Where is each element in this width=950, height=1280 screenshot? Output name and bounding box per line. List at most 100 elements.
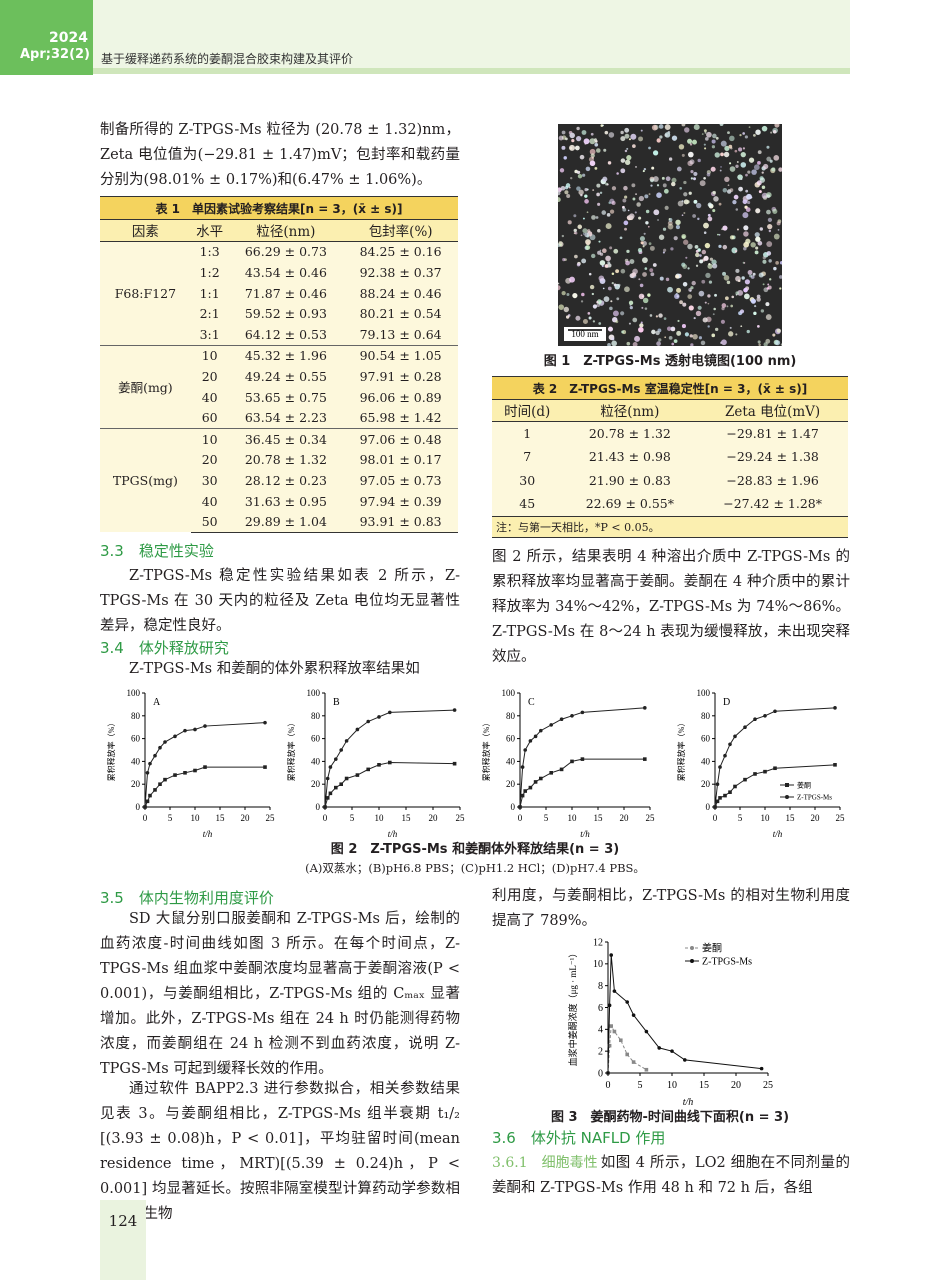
data-point — [733, 734, 737, 739]
table-cell: 1:3 — [190, 241, 229, 263]
particle — [776, 221, 781, 226]
table-cell: 97.91 ± 0.28 — [343, 366, 458, 387]
particle — [766, 241, 773, 247]
particle — [691, 139, 697, 145]
particle — [602, 176, 608, 182]
data-point — [203, 765, 207, 769]
particle — [718, 233, 721, 236]
data-point — [625, 1052, 629, 1057]
particle — [648, 193, 651, 196]
particle — [745, 238, 751, 244]
particle — [727, 131, 730, 135]
particle — [722, 187, 728, 193]
particle — [624, 127, 630, 133]
particle — [642, 272, 647, 277]
particle — [580, 234, 583, 237]
data-point — [606, 1071, 610, 1075]
table-cell: 50 — [190, 511, 229, 533]
x-tick-label: 15 — [699, 1080, 709, 1091]
tem-image: 100 nm — [558, 124, 782, 346]
particle — [605, 223, 612, 230]
legend-label: 姜酮 — [702, 942, 722, 955]
table-title: 表 1 单因素试验考察结果[n = 3，(x̄ ± s)] — [100, 196, 458, 220]
y-tick-label: 20 — [506, 779, 516, 789]
particle — [729, 326, 732, 329]
particle — [753, 311, 757, 316]
data-point — [733, 784, 737, 789]
y-tick-label: 100 — [502, 688, 516, 698]
particle — [756, 297, 761, 302]
data-point — [518, 805, 522, 809]
particle — [703, 255, 709, 261]
series-line — [324, 709, 455, 808]
particle — [729, 162, 732, 165]
particle — [678, 144, 685, 150]
particle — [677, 200, 684, 207]
heading: 3.3 稳定性实验 — [100, 542, 214, 560]
particle — [599, 249, 602, 252]
particle — [573, 228, 577, 233]
table-row: 1 20.78 ± 1.32 −29.81 ± 1.47 — [492, 421, 848, 446]
data-point — [203, 724, 207, 728]
particle — [753, 164, 760, 171]
particle — [683, 212, 686, 214]
particle — [675, 225, 680, 230]
y-tick-label: 4 — [598, 1025, 603, 1036]
particle — [624, 227, 627, 231]
particle — [755, 246, 759, 250]
particle — [653, 176, 659, 182]
particle — [705, 272, 711, 279]
particle — [771, 167, 776, 172]
legend-marker — [690, 959, 694, 963]
particle — [586, 211, 589, 214]
figure-caption: 图 1 Z-TPGS-Ms 透射电镜图(100 nm) — [543, 354, 797, 369]
particle — [632, 197, 636, 201]
particle — [731, 295, 735, 299]
particle — [713, 307, 716, 311]
particle — [611, 272, 615, 276]
table-1: 表 1 单因素试验考察结果[n = 3，(x̄ ± s)] 因素 水平 粒径(nm) 包… — [100, 196, 458, 533]
particle — [773, 266, 777, 271]
particle — [712, 263, 718, 269]
particle — [642, 297, 649, 304]
data-point — [612, 989, 617, 993]
particle — [629, 306, 633, 310]
particle — [746, 193, 752, 200]
figure-subcaption: (A)双蒸水；(B)pH6.8 PBS；(C)pH1.2 HCl；(D)pH7.… — [305, 861, 645, 875]
particle — [761, 125, 768, 132]
particle — [752, 272, 756, 276]
table-cell: −29.81 ± 1.47 — [697, 421, 848, 446]
particle — [663, 188, 669, 194]
particle — [745, 207, 751, 212]
particle — [710, 166, 716, 172]
particle — [662, 183, 667, 188]
particle — [738, 147, 743, 152]
particle — [759, 227, 764, 231]
particle — [715, 136, 719, 140]
particle — [728, 331, 734, 337]
particle — [757, 340, 761, 344]
particle — [569, 276, 575, 283]
particle — [619, 236, 623, 240]
y-tick-label: 8 — [598, 981, 603, 992]
particle — [695, 310, 702, 317]
column-header: Zeta 电位(mV) — [697, 399, 848, 422]
particle — [744, 135, 748, 139]
particle — [631, 183, 636, 188]
data-point — [728, 790, 732, 794]
particle — [609, 246, 613, 250]
particle — [707, 216, 713, 222]
particle — [743, 287, 748, 293]
particle — [681, 214, 684, 217]
x-tick-label: 10 — [191, 813, 201, 823]
particle — [755, 236, 761, 242]
particle — [583, 138, 590, 145]
particle — [757, 150, 762, 155]
x-tick-label: 15 — [216, 813, 226, 823]
particle — [651, 124, 658, 131]
particle — [566, 193, 571, 198]
data-point — [625, 1000, 629, 1004]
particle — [675, 274, 680, 279]
data-point — [143, 805, 147, 809]
particle — [586, 234, 590, 238]
